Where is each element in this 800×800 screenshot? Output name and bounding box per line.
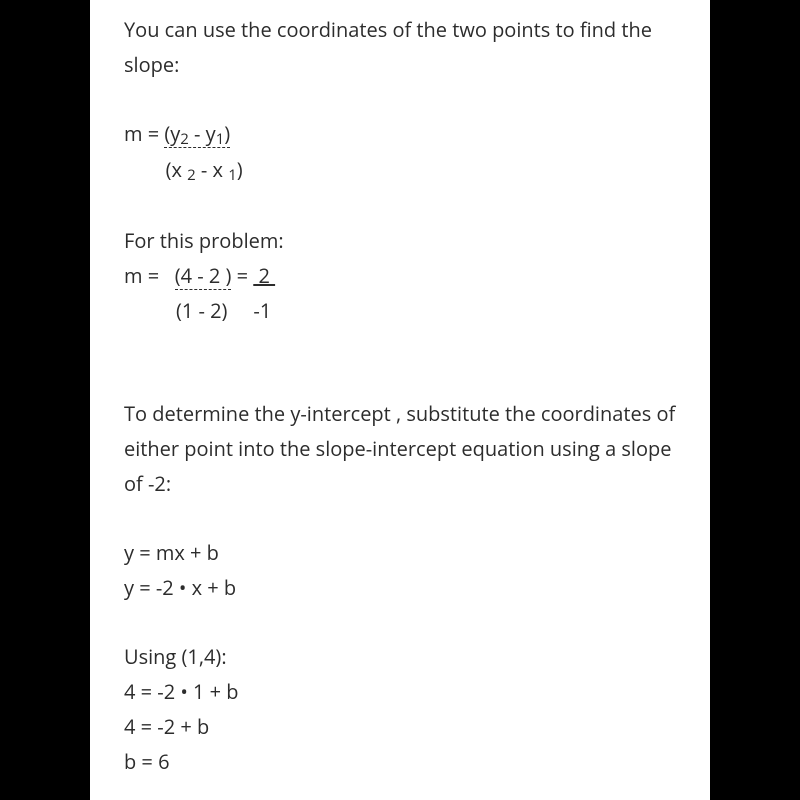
for-this-problem: For this problem: — [124, 223, 676, 258]
slope-formula-denominator: (x 2 - x 1) — [124, 152, 676, 188]
spacer — [124, 82, 676, 116]
eq-y-mx-b: y = mx + b — [124, 535, 676, 570]
document-page: You can use the coordinates of the two p… — [90, 0, 710, 800]
y-intercept-paragraph: To determine the y-intercept , substitut… — [124, 396, 676, 501]
numerator-group: (y2 - y1) — [164, 120, 230, 148]
eq-b-equals-6: b = 6 — [124, 744, 676, 779]
spacer — [124, 189, 676, 223]
slope-calc-numerator: m = (4 - 2 ) = 2 — [124, 258, 676, 293]
spacer — [124, 501, 676, 535]
eq-sub-2: 4 = -2 + b — [124, 709, 676, 744]
subscript-1: 1 — [216, 129, 225, 149]
slope-formula-numerator: m = (y2 - y1) — [124, 116, 676, 152]
numerator-4-minus-2: (4 - 2 ) — [175, 262, 232, 290]
m-equals: m = — [124, 120, 164, 147]
slope-calc-denominator: (1 - 2) -1 — [124, 293, 676, 328]
eq-y-neg2x-b: y = -2 • x + b — [124, 570, 676, 605]
spacer — [124, 362, 676, 396]
numerator-2: 2 — [253, 262, 275, 289]
subscript-2: 2 — [187, 165, 196, 185]
spacer — [124, 328, 676, 362]
subscript-2: 2 — [180, 129, 189, 149]
eq-sub-1: 4 = -2 • 1 + b — [124, 674, 676, 709]
subscript-1: 1 — [228, 165, 237, 185]
using-point: Using (1,4): — [124, 639, 676, 674]
intro-paragraph: You can use the coordinates of the two p… — [124, 12, 676, 82]
spacer — [124, 605, 676, 639]
